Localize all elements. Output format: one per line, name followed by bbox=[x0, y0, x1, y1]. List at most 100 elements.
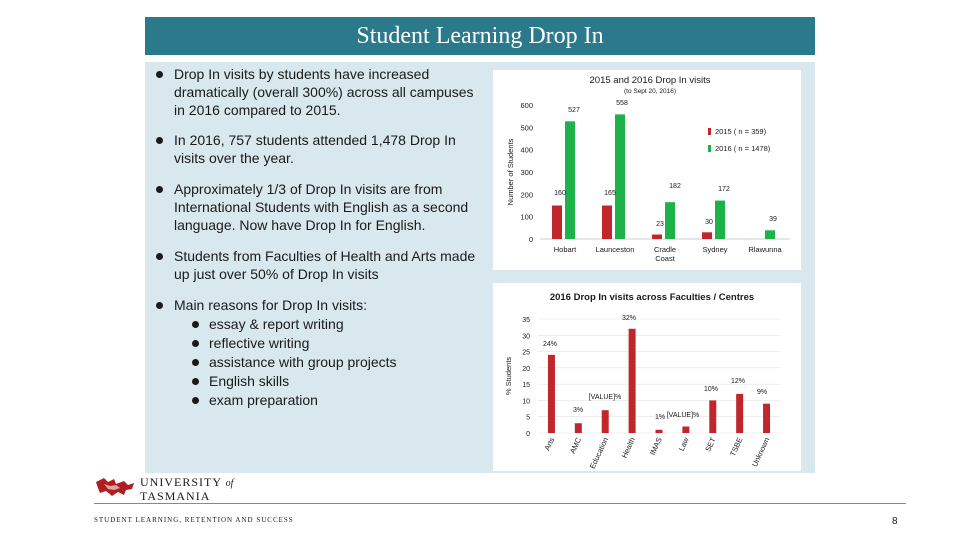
bullet-dot-icon bbox=[192, 397, 199, 404]
chart1-data-label: 160 bbox=[554, 190, 566, 197]
chart2-y-tick-label: 25 bbox=[522, 350, 530, 357]
bullet-item: Students from Faculties of Health and Ar… bbox=[155, 247, 485, 283]
bullet-dot-icon bbox=[192, 378, 199, 385]
bullet-item: In 2016, 757 students attended 1,478 Dro… bbox=[155, 131, 485, 167]
chart1-legend-label: 2015 ( n = 359) bbox=[715, 127, 767, 136]
bullet-dot-icon bbox=[192, 340, 199, 347]
chart1-y-tick-label: 300 bbox=[520, 168, 533, 177]
sub-bullet-text: English skills bbox=[209, 373, 290, 389]
chart1-bar bbox=[765, 230, 775, 239]
university-wordmark: UNIVERSITY of TASMANIA bbox=[140, 476, 233, 502]
chart2-data-label: 9% bbox=[757, 389, 767, 396]
chart1-y-tick-label: 0 bbox=[529, 235, 533, 244]
logo-line2: TASMANIA bbox=[140, 489, 211, 503]
chart1-category-label: Sydney bbox=[702, 245, 727, 254]
chart1-category-label: Cradle bbox=[654, 245, 676, 254]
chart2-y-tick-label: 20 bbox=[522, 366, 530, 373]
sub-bullet-item: reflective writing bbox=[174, 334, 485, 353]
chart1-legend-label: 2016 ( n = 1478) bbox=[715, 144, 771, 153]
chart1-data-label: 182 bbox=[669, 183, 681, 190]
chart1-bar bbox=[615, 114, 625, 239]
sub-bullet-text: exam preparation bbox=[209, 392, 318, 408]
chart1-legend-swatch bbox=[708, 128, 711, 135]
chart2-bar bbox=[682, 426, 690, 433]
footer-divider bbox=[94, 503, 906, 504]
chart1-data-label: 30 bbox=[705, 219, 713, 226]
chart2-bar bbox=[601, 410, 609, 433]
chart1-background bbox=[493, 70, 801, 270]
chart1-category-label: Launceston bbox=[596, 245, 635, 254]
sub-bullet-item: exam preparation bbox=[174, 391, 485, 410]
chart1-y-tick-label: 100 bbox=[520, 213, 533, 222]
chart2-y-tick-label: 30 bbox=[522, 333, 530, 340]
chart2-data-label: 12% bbox=[731, 378, 745, 385]
chart2-data-label: 32% bbox=[622, 315, 636, 322]
bullet-item: Main reasons for Drop In visits: essay &… bbox=[155, 296, 485, 410]
chart1-bar bbox=[715, 200, 725, 239]
chart2-data-label: 24% bbox=[543, 341, 557, 348]
logo-line1-suffix: of bbox=[225, 478, 234, 489]
chart2-bar bbox=[736, 393, 744, 433]
chart1-title: 2015 and 2016 Drop In visits bbox=[590, 75, 711, 86]
page-title: Student Learning Drop In bbox=[145, 17, 815, 55]
sub-bullet-text: essay & report writing bbox=[209, 316, 344, 332]
chart2-background bbox=[493, 283, 801, 471]
chart1-bar bbox=[702, 232, 712, 239]
bullet-text: Main reasons for Drop In visits: bbox=[174, 297, 367, 313]
chart2-y-tick-label: 35 bbox=[522, 317, 530, 324]
chart1-legend-swatch bbox=[708, 145, 711, 152]
chart1-bar bbox=[602, 205, 612, 239]
chart1-data-label: 172 bbox=[718, 186, 730, 193]
chart2-data-label: 1% bbox=[655, 414, 665, 421]
bullet-dot-icon bbox=[156, 186, 163, 193]
bullet-item: Drop In visits by students have increase… bbox=[155, 65, 485, 119]
bullet-list: Drop In visits by students have increase… bbox=[155, 65, 485, 423]
bullet-dot-icon bbox=[156, 71, 163, 78]
bullet-text: Students from Faculties of Health and Ar… bbox=[174, 248, 476, 282]
sub-bullet-item: English skills bbox=[174, 372, 485, 391]
sub-bullet-list: essay & report writing reflective writin… bbox=[174, 315, 485, 410]
bullet-text: Drop In visits by students have increase… bbox=[174, 66, 474, 118]
chart1-bar bbox=[565, 121, 575, 239]
chart2-data-label: [VALUE]% bbox=[667, 412, 700, 419]
page-number: 8 bbox=[892, 516, 898, 527]
sub-bullet-item: assistance with group projects bbox=[174, 353, 485, 372]
bullet-dot-icon bbox=[156, 302, 163, 309]
bullet-text: In 2016, 757 students attended 1,478 Dro… bbox=[174, 132, 456, 166]
chart1-bar bbox=[665, 202, 675, 239]
sub-bullet-text: reflective writing bbox=[209, 335, 310, 351]
chart1-bar bbox=[552, 205, 562, 239]
sub-bullet-item: essay & report writing bbox=[174, 315, 485, 334]
bullet-text: Approximately 1/3 of Drop In visits are … bbox=[174, 181, 469, 233]
chart2-title: 2016 Drop In visits across Faculties / C… bbox=[550, 292, 754, 303]
chart1-data-label: 23 bbox=[656, 221, 664, 228]
university-crest-logo bbox=[96, 478, 134, 496]
chart2-bar bbox=[547, 354, 555, 433]
chart2-bar bbox=[655, 429, 663, 433]
chart2-data-label: 10% bbox=[704, 386, 718, 393]
chart1-data-label: 165 bbox=[604, 190, 616, 197]
chart2-bar bbox=[709, 400, 717, 433]
chart1-data-label: 39 bbox=[769, 216, 777, 223]
chart2-y-axis-label: % Students bbox=[504, 357, 513, 396]
logo-line1: UNIVERSITY bbox=[140, 475, 222, 489]
chart1-category-label: Hobart bbox=[554, 245, 577, 254]
chart2-bar bbox=[628, 328, 636, 433]
chart2-y-tick-label: 15 bbox=[522, 382, 530, 389]
chart1-subtitle: (to Sept 20, 2016) bbox=[624, 88, 676, 95]
chart1-y-tick-label: 600 bbox=[520, 101, 533, 110]
bullet-dot-icon bbox=[192, 321, 199, 328]
bullet-item: Approximately 1/3 of Drop In visits are … bbox=[155, 180, 485, 234]
chart2-y-tick-label: 5 bbox=[526, 415, 530, 422]
bullet-dot-icon bbox=[192, 359, 199, 366]
chart1-y-tick-label: 500 bbox=[520, 123, 533, 132]
bullet-dot-icon bbox=[156, 137, 163, 144]
chart1-y-tick-label: 200 bbox=[520, 190, 533, 199]
chart2-data-label: [VALUE]% bbox=[589, 394, 622, 401]
sub-bullet-text: assistance with group projects bbox=[209, 354, 397, 370]
chart1-category-label: Coast bbox=[655, 254, 676, 263]
footer-text: STUDENT LEARNING, RETENTION AND SUCCESS bbox=[94, 516, 294, 524]
chart1-bar bbox=[652, 234, 662, 239]
chart1-data-label: 558 bbox=[616, 100, 628, 107]
chart1-y-tick-label: 400 bbox=[520, 146, 533, 155]
